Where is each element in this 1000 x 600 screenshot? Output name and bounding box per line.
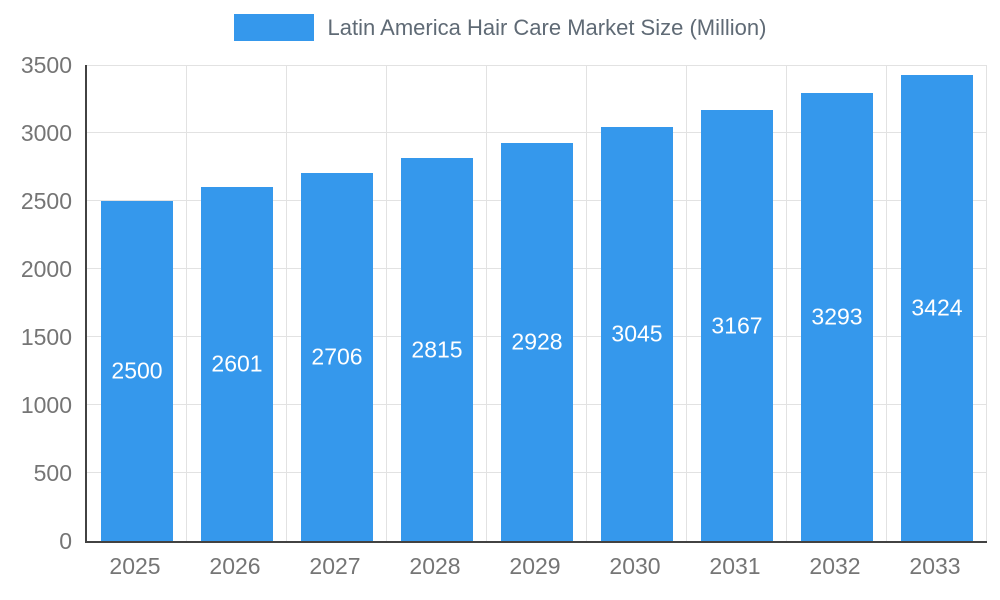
legend: Latin America Hair Care Market Size (Mil… [0, 14, 1000, 41]
bar-value-label: 3293 [811, 303, 863, 330]
h-gridline [87, 65, 987, 66]
v-gridline [986, 65, 987, 541]
y-tick-label: 3500 [20, 52, 72, 78]
bar: 2815 [401, 158, 473, 541]
x-tick-label: 2032 [809, 553, 861, 579]
bar-value-label: 3424 [911, 294, 963, 321]
x-tick-label: 2033 [909, 553, 961, 579]
v-gridline [486, 65, 487, 541]
h-gridline [87, 132, 987, 133]
bar: 2500 [101, 201, 173, 541]
chart-title: Latin America Hair Care Market Size (Mil… [327, 14, 767, 40]
v-gridline [786, 65, 787, 541]
y-tick-label: 2500 [20, 188, 72, 214]
bar-value-label: 2815 [411, 336, 463, 363]
x-tick-label: 2027 [309, 553, 361, 579]
bar: 2706 [301, 172, 373, 541]
plot-area: 2500 2601 2706 2815 2928 3045 3167 3293 3424 [85, 65, 987, 543]
y-tick-label: 2000 [20, 256, 72, 282]
bar: 3424 [901, 75, 973, 541]
v-gridline [186, 65, 187, 541]
bar: 2928 [501, 142, 573, 541]
bar: 3293 [801, 93, 873, 541]
y-tick-label: 500 [33, 460, 72, 486]
bar-value-label: 2706 [311, 343, 363, 370]
x-tick-label: 2031 [709, 553, 761, 579]
x-tick-label: 2026 [209, 553, 261, 579]
bar-value-label: 3045 [611, 320, 663, 347]
v-gridline [686, 65, 687, 541]
x-axis: 2025 2026 2027 2028 2029 2030 2031 2032 2033 [85, 553, 985, 587]
y-tick-label: 0 [59, 528, 72, 554]
bar: 3045 [601, 126, 673, 541]
y-tick-label: 1000 [20, 392, 72, 418]
x-tick-label: 2030 [609, 553, 661, 579]
bar: 3167 [701, 110, 773, 541]
bar-value-label: 2500 [111, 357, 163, 384]
v-gridline [286, 65, 287, 541]
bar-value-label: 2601 [211, 350, 263, 377]
x-tick-label: 2025 [109, 553, 161, 579]
v-gridline [386, 65, 387, 541]
bar-value-label: 3167 [711, 312, 763, 339]
x-tick-label: 2029 [509, 553, 561, 579]
v-gridline [886, 65, 887, 541]
bar-value-label: 2928 [511, 328, 563, 355]
v-gridline [586, 65, 587, 541]
x-tick-label: 2028 [409, 553, 461, 579]
y-axis: 0 500 1000 1500 2000 2500 3000 3500 [0, 52, 72, 554]
y-tick-label: 3000 [20, 120, 72, 146]
legend-swatch-icon [233, 14, 314, 41]
y-tick-label: 1500 [20, 324, 72, 350]
bar: 2601 [201, 187, 273, 541]
